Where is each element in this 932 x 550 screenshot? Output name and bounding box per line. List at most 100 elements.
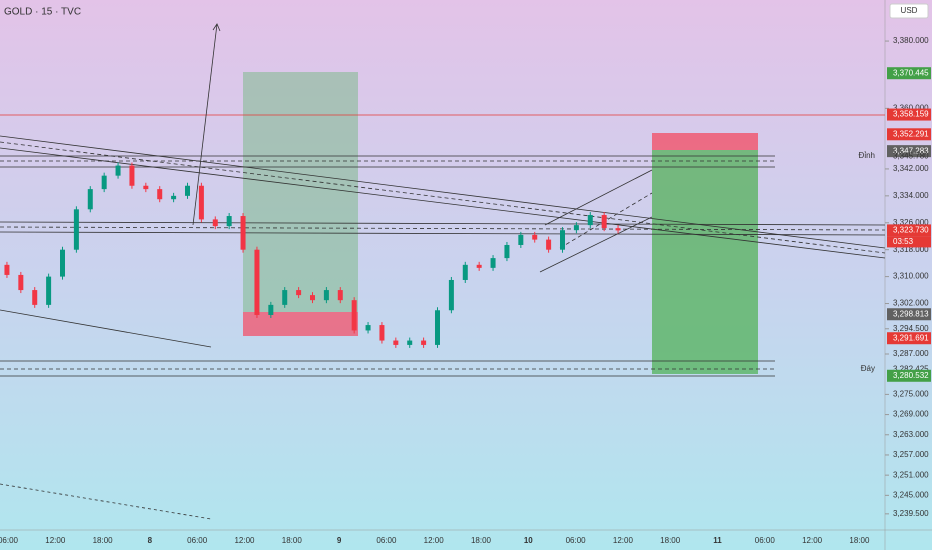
y-tick-label: 3,318.000 [893, 245, 929, 254]
y-tick-label: 3,269.000 [893, 410, 929, 419]
candle-body [518, 234, 524, 245]
y-tick-label: 3,342.000 [893, 164, 929, 173]
y-tick-label: 3,287.000 [893, 349, 929, 358]
y-tick-label: 3,263.000 [893, 430, 929, 439]
y-tick-label: 3,257.000 [893, 450, 929, 459]
candle-body [573, 225, 579, 231]
x-tick-label: 18:00 [849, 536, 870, 545]
candle-body [337, 290, 343, 301]
y-tick-label: 3,302.000 [893, 299, 929, 308]
candle-body [32, 290, 38, 305]
candle-body [18, 274, 24, 291]
x-tick-label: 10 [524, 536, 533, 545]
candle-body [407, 340, 413, 345]
price-tag-label: 3,347.283 [893, 146, 929, 155]
x-tick-label: 12:00 [234, 536, 255, 545]
candle-body [73, 209, 79, 250]
candle-body [198, 185, 204, 220]
candle-body [212, 219, 218, 227]
currency-button[interactable] [889, 3, 929, 19]
candle-body [87, 189, 93, 210]
price-tag-label: 3,280.532 [893, 371, 929, 380]
candle-body [185, 185, 190, 196]
candle-body [282, 290, 288, 305]
x-tick-label: 12:00 [613, 536, 634, 545]
y-tick-label: 3,239.500 [893, 509, 929, 518]
candle-body [587, 215, 593, 226]
y-tick-label: 3,245.000 [893, 490, 929, 499]
candle-body [393, 340, 399, 345]
price-tag-label: 3,352.291 [893, 129, 929, 138]
price-tag [887, 108, 931, 121]
profit-zone [652, 150, 758, 374]
x-tick-label: 06:00 [187, 536, 208, 545]
candle-body [615, 228, 621, 231]
y-tick-label: 3,360.000 [893, 103, 929, 112]
candle-body [296, 290, 302, 296]
candle-body [435, 310, 440, 345]
stop-zone [652, 133, 758, 150]
x-tick-label: 18:00 [471, 536, 492, 545]
profit-zone [243, 72, 358, 312]
candle-body [60, 249, 65, 277]
price-tag-label: 3,358.159 [893, 110, 929, 119]
price-tag [887, 128, 931, 141]
x-tick-label: 18:00 [93, 536, 114, 545]
candle-body [240, 216, 246, 250]
candle-body [448, 279, 454, 311]
price-tag [887, 332, 931, 345]
candle-body [101, 175, 107, 190]
candle-body [546, 239, 552, 250]
candle-body [532, 234, 538, 240]
candle-body [504, 244, 510, 259]
x-tick-label: 12:00 [45, 536, 66, 545]
countdown-tag [887, 236, 931, 248]
candle-body [351, 300, 357, 331]
candle-body [157, 189, 163, 200]
price-tag [887, 67, 931, 80]
y-tick-label: 3,251.000 [893, 470, 929, 479]
x-tick-label: 9 [337, 536, 342, 545]
price-tag [887, 145, 931, 158]
y-tick-label: 3,334.000 [893, 191, 929, 200]
candle-body [379, 325, 385, 341]
candle-body [365, 325, 371, 331]
x-tick-label: 12:00 [424, 536, 445, 545]
candle-body [171, 195, 177, 200]
x-tick-label: 06:00 [566, 536, 587, 545]
candle-body [490, 258, 496, 268]
stop-zone [243, 312, 358, 336]
candle-body [4, 264, 10, 275]
drawings [0, 23, 886, 520]
currency[interactable]: USD [901, 6, 918, 15]
candle-body [129, 165, 135, 186]
candle-body [601, 215, 607, 229]
candle-body [462, 264, 468, 280]
candle-body [226, 216, 232, 227]
price-tag-label: 3,291.691 [893, 333, 929, 342]
candle-body [143, 185, 149, 190]
candle-body [310, 295, 315, 301]
y-tick-label: 3,275.000 [893, 389, 929, 398]
symbol-title: GOLD · 15 · TVC [4, 7, 81, 18]
y-tick-label: 3,294.500 [893, 324, 929, 333]
x-tick-label: 06:00 [376, 536, 397, 545]
countdown: 03:53 [893, 237, 914, 246]
x-tick-label: 18:00 [660, 536, 681, 545]
y-tick-label: 3,326.000 [893, 218, 929, 227]
candle-body [268, 304, 274, 315]
candle-body [254, 249, 260, 315]
price-tag-label: 3,282.425 [893, 365, 929, 374]
x-tick-label: 12:00 [802, 536, 823, 545]
y-tick-label: 3,380.000 [893, 36, 929, 45]
price-tag-label: 3,370.445 [893, 68, 929, 77]
candle-body [476, 264, 482, 268]
x-tick-label: 8 [148, 536, 153, 545]
price-tag-label: 3,323.730 [893, 226, 929, 235]
x-tick-label: 11 [713, 536, 722, 545]
x-tick-label: 06:00 [755, 536, 776, 545]
x-tick-label: 06:00 [0, 536, 19, 545]
annotation: Đỉnh [859, 151, 875, 160]
price-tag-label: 3,345.780 [893, 151, 929, 160]
